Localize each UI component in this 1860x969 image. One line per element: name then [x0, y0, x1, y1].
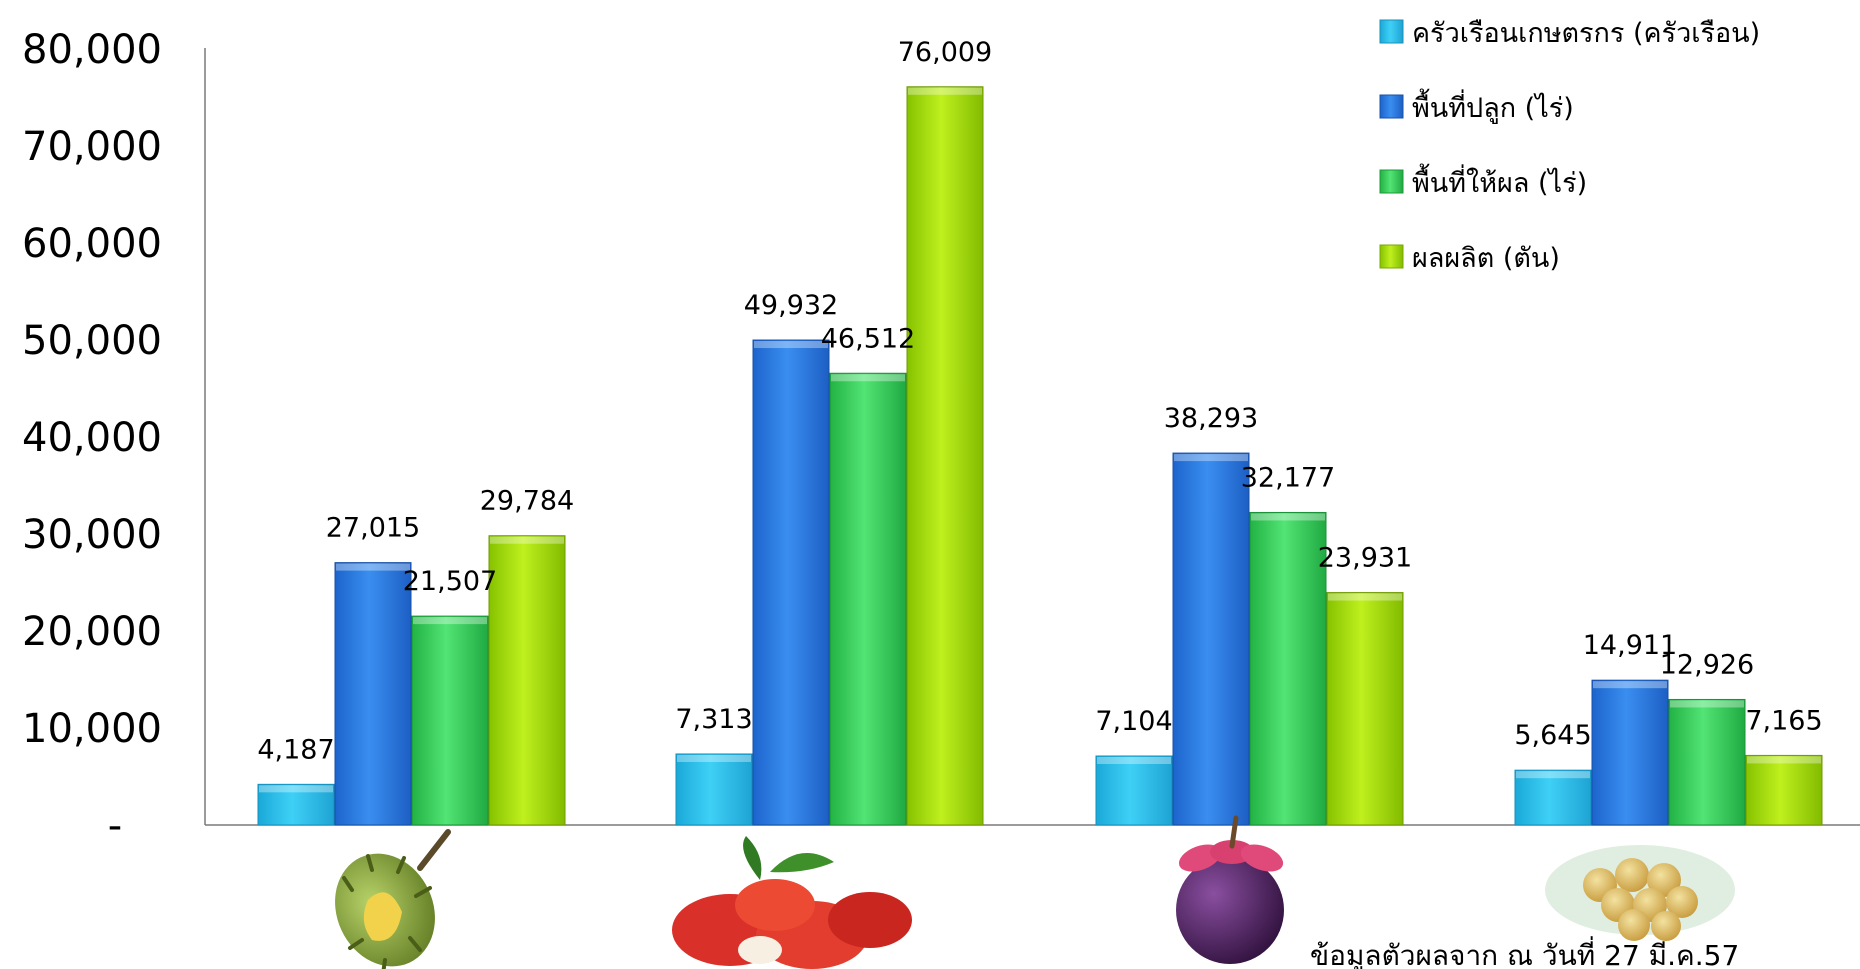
bars [257, 86, 1823, 826]
y-tick-label: 60,000 [22, 221, 162, 267]
bar [411, 615, 489, 826]
bar-highlight [754, 341, 828, 349]
data-label: 38,293 [1164, 403, 1258, 434]
data-label: 7,104 [1095, 706, 1172, 737]
data-label: 4,187 [257, 734, 334, 765]
data-label: 32,177 [1241, 462, 1335, 493]
rambutan-icon [672, 836, 912, 969]
legend-label: พื้นที่ให้ผล (ไร่) [1412, 163, 1587, 199]
bar [1745, 754, 1823, 826]
y-tick-label: 40,000 [22, 415, 162, 461]
data-label: 29,784 [480, 486, 574, 517]
source-note: ข้อมูลตัวผลจาก ณ วันที่ 27 มี.ค.57 [1310, 936, 1739, 969]
bar-highlight [259, 785, 333, 793]
data-label: 14,911 [1583, 630, 1677, 661]
legend-item: ผลผลิต (ตัน) [1379, 243, 1560, 274]
y-tick-label: 50,000 [22, 318, 162, 364]
legend-swatch [1379, 19, 1404, 44]
legend-item: พื้นที่ปลูก (ไร่) [1379, 88, 1574, 124]
bar-highlight [677, 754, 751, 762]
legend-swatch [1379, 169, 1404, 194]
data-labels: 4,187 27,015 21,507 29,784 7,313 49,93246,512… [257, 37, 1822, 766]
bar-highlight [1174, 454, 1248, 462]
bar [1326, 592, 1404, 826]
data-label: 12,926 [1660, 649, 1754, 680]
data-label: 46,512 [821, 323, 915, 354]
bar [1591, 679, 1669, 826]
bar [829, 372, 907, 826]
bar-highlight [831, 374, 905, 382]
legend-label: พื้นที่ปลูก (ไร่) [1412, 88, 1574, 124]
bar-highlight [1747, 756, 1821, 764]
bar [1514, 769, 1592, 826]
data-label: 27,015 [326, 513, 420, 544]
bar-highlight [336, 563, 410, 571]
bar [1668, 698, 1746, 826]
legend-swatch [1379, 244, 1404, 269]
data-label: 7,165 [1745, 705, 1822, 736]
y-axis-ticks: 80,000 70,000 60,000 50,000 40,000 30,00… [22, 27, 162, 849]
legend-label: ผลผลิต (ตัน) [1412, 243, 1560, 274]
bar [1095, 755, 1173, 826]
y-tick-label: 70,000 [22, 124, 162, 170]
bar [1172, 452, 1250, 826]
y-tick-label: - [108, 803, 122, 849]
bar [488, 535, 566, 826]
data-label: 21,507 [403, 566, 497, 597]
bar [334, 562, 412, 826]
legend-item: พื้นที่ให้ผล (ไร่) [1379, 163, 1587, 199]
bar-highlight [1328, 593, 1402, 601]
bar-highlight [1251, 513, 1325, 521]
data-label: 23,931 [1318, 543, 1412, 574]
bar-highlight [1670, 700, 1744, 708]
bar [675, 753, 753, 826]
category-icons [335, 815, 1735, 969]
bar-highlight [1097, 757, 1171, 765]
y-tick-label: 80,000 [22, 27, 162, 73]
legend: ครัวเรือนเกษตรกร (ครัวเรือน) พื้นที่ปลูก… [1379, 18, 1760, 274]
bar-highlight [1516, 771, 1590, 779]
bar-highlight [908, 87, 982, 95]
data-label: 76,009 [898, 37, 992, 68]
bar-highlight [413, 617, 487, 625]
bar-highlight [490, 536, 564, 544]
data-label: 49,932 [744, 290, 838, 321]
y-tick-label: 10,000 [22, 706, 162, 752]
longkong-icon [1545, 845, 1735, 941]
y-tick-label: 30,000 [22, 512, 162, 558]
bar-highlight [1593, 681, 1667, 689]
durian-icon [335, 829, 451, 969]
legend-swatch [1379, 94, 1404, 119]
legend-item: ครัวเรือนเกษตรกร (ครัวเรือน) [1379, 18, 1760, 49]
y-tick-label: 20,000 [22, 609, 162, 655]
bar [257, 783, 335, 826]
legend-label: ครัวเรือนเกษตรกร (ครัวเรือน) [1412, 18, 1760, 49]
bar [752, 339, 830, 826]
bar [1249, 511, 1327, 826]
bar [906, 86, 984, 826]
mangosteen-icon [1176, 815, 1284, 964]
data-label: 5,645 [1514, 720, 1591, 751]
data-label: 7,313 [675, 704, 752, 735]
